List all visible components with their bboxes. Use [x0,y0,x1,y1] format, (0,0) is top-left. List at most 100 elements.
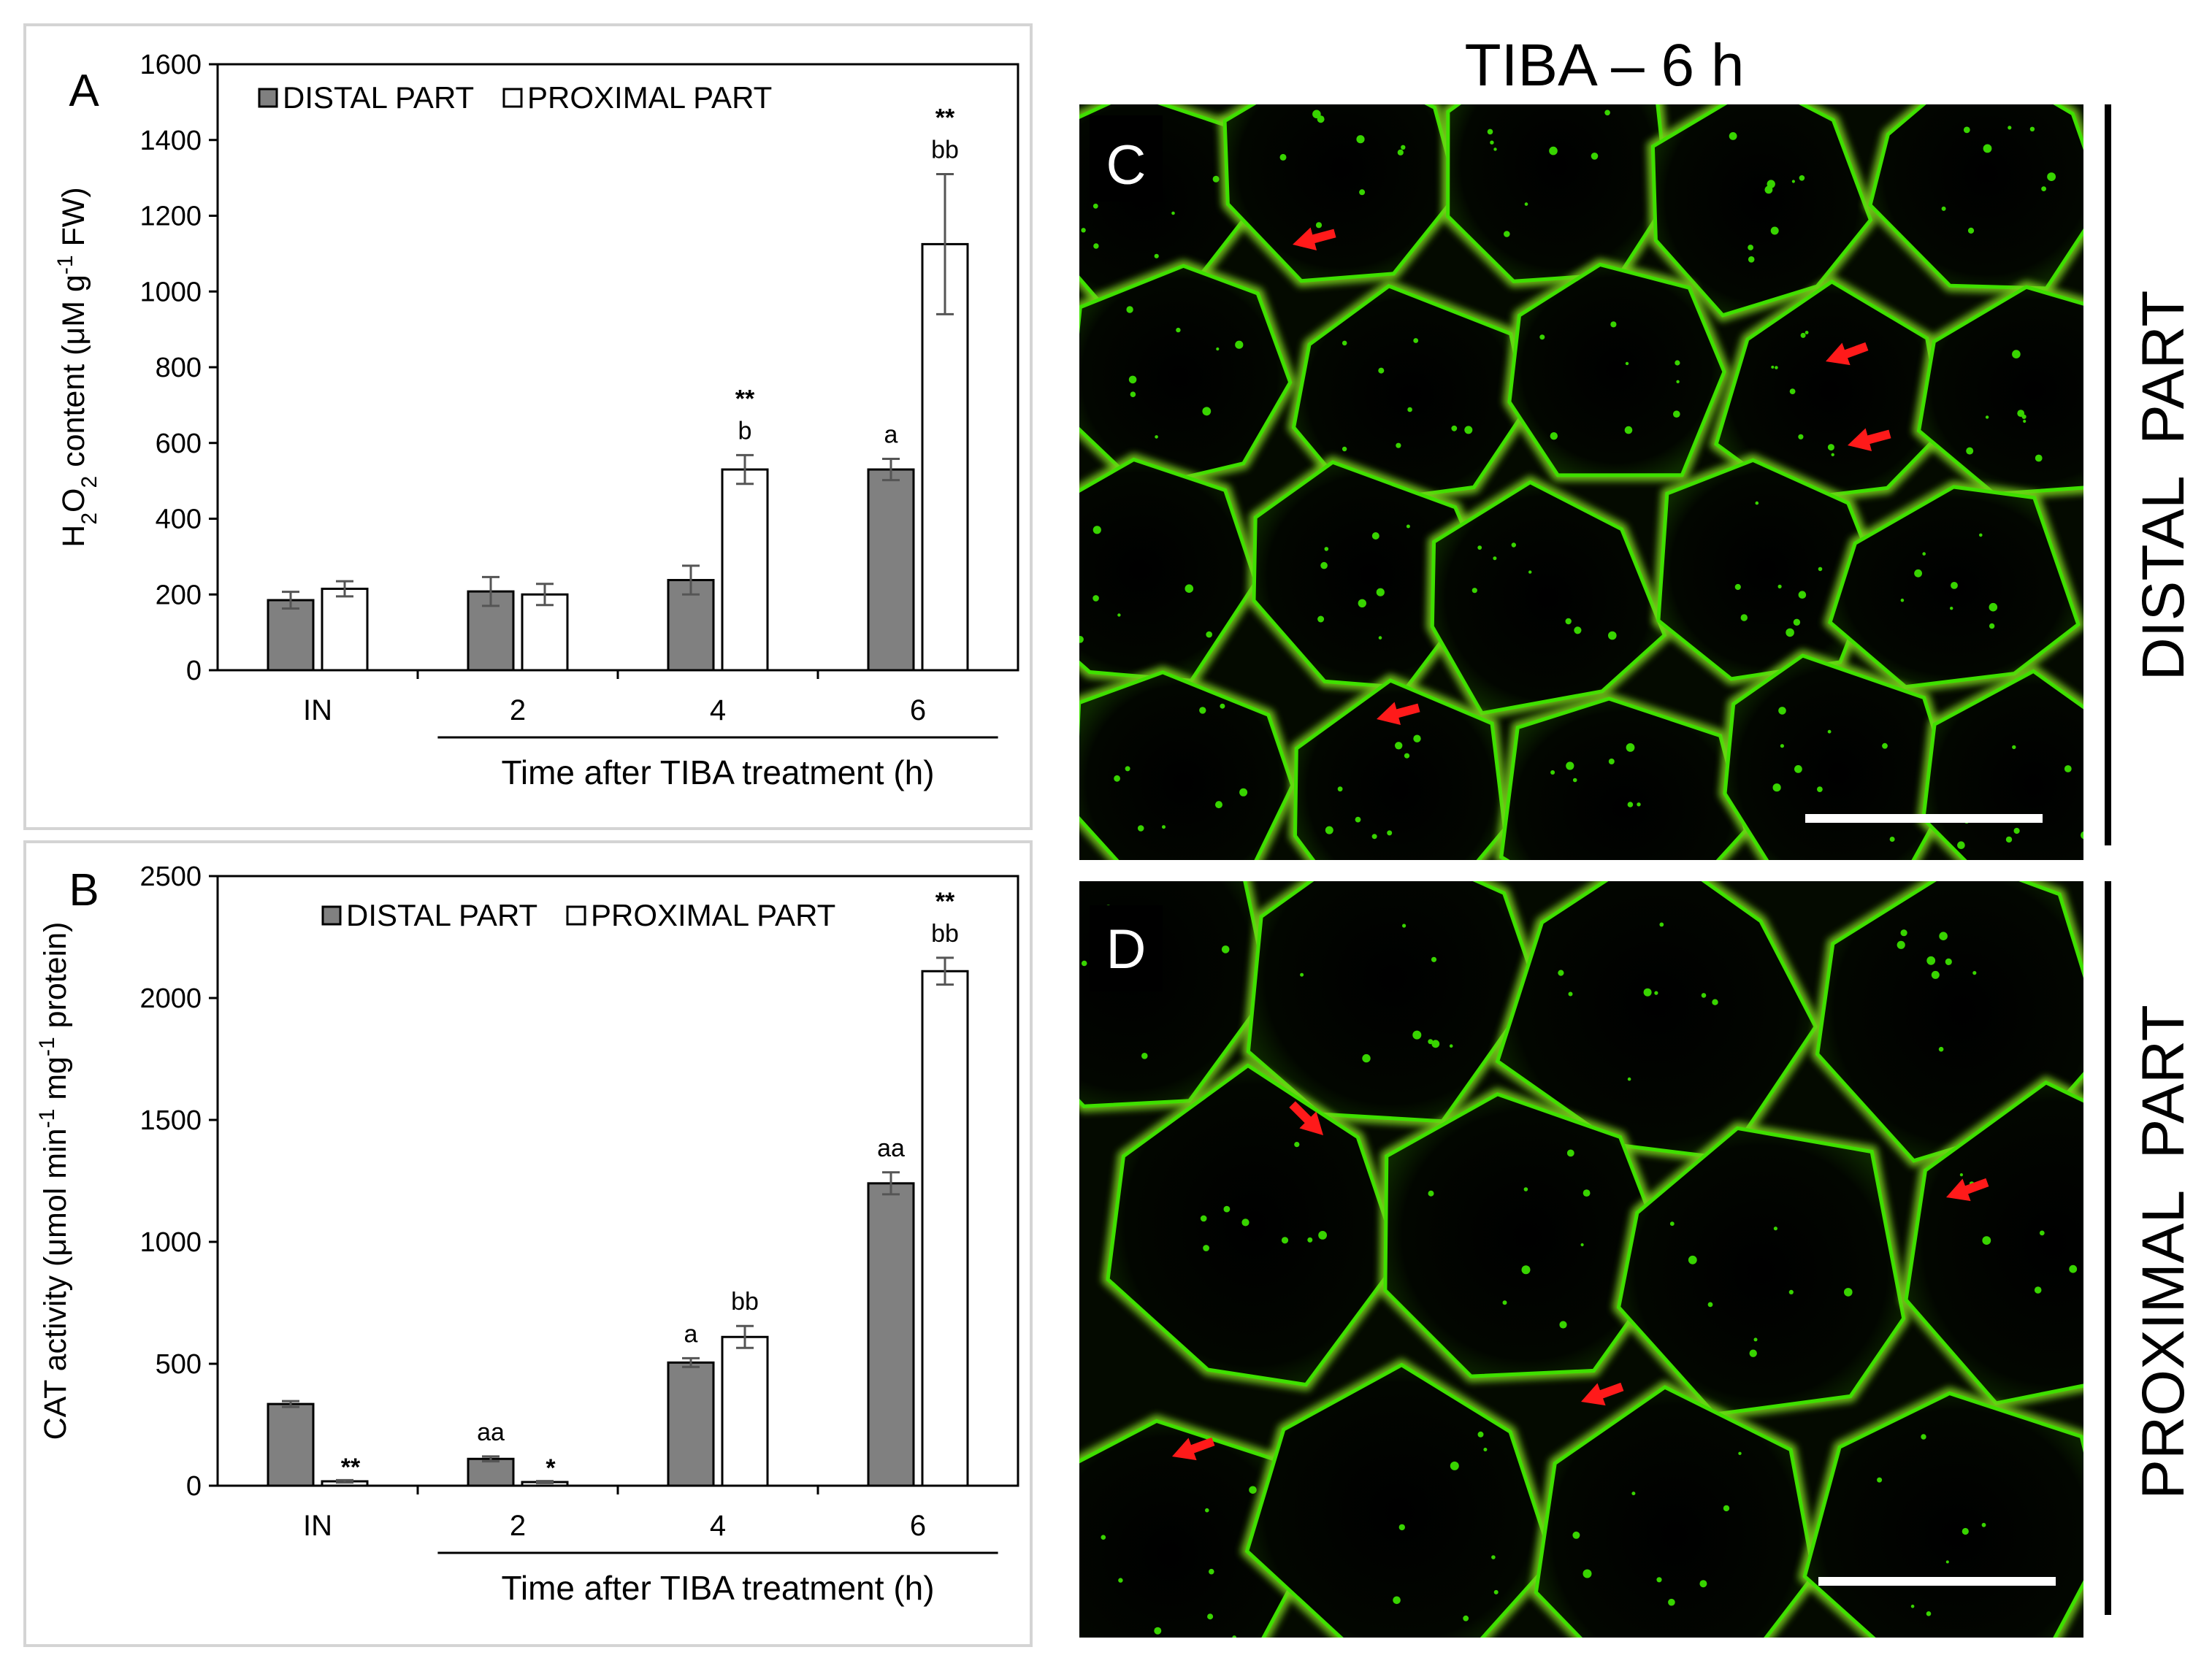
fluorescent-speck [1406,524,1410,529]
fluorescent-speck [1566,761,1574,770]
fluorescent-speck [1827,729,1832,734]
fluorescent-speck [1914,569,1923,577]
fluorescent-speck [1371,834,1377,840]
fluorescent-speck [1524,202,1528,206]
fluorescent-speck [1550,770,1555,775]
fluorescent-speck [1800,332,1806,338]
fluorescent-speck [1362,1053,1371,1063]
fluorescent-speck [1938,1046,1944,1052]
fluorescent-speck [1921,1434,1926,1440]
legend-swatch [502,88,523,108]
significance-stars: ** [935,888,955,916]
fluorescent-speck [2081,831,2083,840]
scale-bar-d [1818,1577,2056,1586]
fluorescent-speck [1092,203,1098,209]
fluorescent-speck [1659,922,1664,927]
fluorescent-speck [1320,561,1328,569]
fluorescent-speck [1673,410,1680,418]
fluorescent-speck [1637,802,1641,807]
x-tick-label: 2 [510,1510,526,1542]
fluorescent-speck [1610,321,1617,328]
fluorescent-speck [1493,1589,1499,1594]
fluorescent-speck [1125,766,1130,772]
fluorescent-speck [1723,1505,1730,1512]
fluorescent-speck [1572,1531,1580,1539]
significance-stars: ** [935,104,955,131]
fluorescent-speck [1463,1615,1469,1621]
fluorescent-speck [1355,816,1361,823]
fluorescent-speck [1805,331,1809,334]
bar [721,1335,769,1487]
fluorescent-speck [1981,1522,1986,1527]
bar [467,1457,515,1487]
fluorescent-speck [1753,1337,1758,1342]
fluorescent-speck [1788,1289,1794,1294]
fluorescent-speck [1688,1255,1697,1264]
fluorescent-speck [1358,599,1367,607]
panel-a-frame [23,23,1033,830]
fluorescent-speck [2029,126,2035,131]
legend-label: DISTAL PART [346,898,537,932]
fluorescent-speck [1072,567,1076,572]
bar [921,970,969,1487]
fluorescent-speck [1926,956,1936,965]
fluorescent-speck [1342,340,1347,346]
fluorescent-speck [1910,1604,1915,1608]
x-axis-label: Time after TIBA treatment (h) [501,753,934,791]
fluorescent-speck [1093,243,1099,249]
fluorescent-speck [1580,1243,1584,1247]
red-arrow-head [1848,428,1872,452]
fluorescent-speck [1050,970,1057,977]
fluorescent-speck [1092,595,1099,602]
y-axis-label: CAT activity (μmol min-1 mg-1 protein) [35,922,74,1440]
fluorescent-speck [1451,425,1458,431]
x-axis-label: Time after TIBA treatment (h) [501,1569,934,1607]
fluorescent-speck [1118,1578,1123,1583]
fluorescent-speck [1770,226,1779,235]
fluorescent-speck [1371,532,1379,540]
fluorescent-speck [1493,147,1497,151]
fluorescent-speck [1528,570,1532,574]
y-tick-label: 200 [156,580,202,610]
fluorescent-speck [1566,1149,1574,1157]
fluorescent-speck [1402,924,1407,928]
bar [721,468,769,672]
fluorescent-speck [1130,391,1136,397]
y-tick-label: 1500 [139,1105,202,1136]
bar [867,468,915,672]
red-arrow-head [1946,1178,1971,1202]
cell-wall [1079,264,1293,490]
cell-wall [1106,1063,1401,1387]
significance-letter: bb [931,920,959,948]
fluorescent-speck [1450,1461,1459,1470]
fluorescent-speck [1631,1492,1636,1496]
fluorescent-speck [1624,426,1633,434]
fluorescent-speck [1780,744,1784,748]
red-arrow-head [1299,1111,1323,1135]
bar [267,1402,315,1487]
fluorescent-speck [1428,1039,1434,1045]
fluorescent-speck [1627,802,1634,807]
fluorescent-speck [1626,743,1635,752]
fluorescent-speck [1749,1349,1757,1357]
fluorescent-speck [2093,748,2101,756]
fluorescent-speck [1748,245,1754,250]
red-arrow-head [1377,702,1401,726]
fluorescent-speck [1798,434,1804,440]
fluorescent-speck [1279,153,1287,161]
fluorescent-speck [1775,366,1778,369]
panel-letter: B [69,865,99,916]
micrograph-d: D [1050,881,2083,1638]
fluorescent-speck [1223,1205,1231,1213]
y-tick-label: 1000 [139,277,202,307]
red-arrow-head [1581,1383,1606,1406]
fluorescent-speck [1817,786,1823,792]
fluorescent-speck [1951,582,1958,589]
fluorescent-speck [1487,128,1493,135]
fluorescent-speck [1963,126,1970,134]
cell-wall [1291,283,1529,505]
fluorescent-speck [1216,347,1220,351]
fluorescent-speck [1056,1045,1060,1049]
fluorescent-speck [1559,1321,1567,1329]
